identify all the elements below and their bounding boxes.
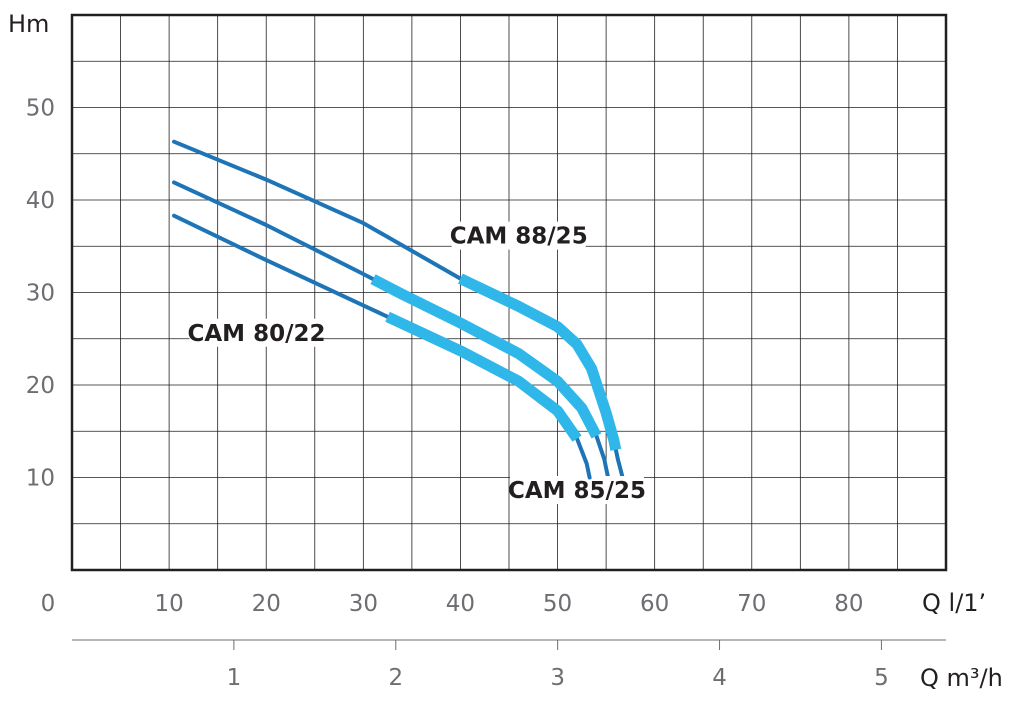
x-tick-label: 70: [737, 591, 766, 617]
y-tick-label: 20: [26, 373, 55, 399]
x-tick-label: 30: [349, 591, 378, 617]
y-tick-label: 40: [26, 188, 55, 214]
pump-curves: CAM 88/25 CAM 85/25 CAM 80/22: [172, 139, 646, 504]
x-tick-label: 60: [640, 591, 669, 617]
x-tick-label: 0: [41, 591, 56, 617]
curve-label-background: [509, 476, 644, 504]
x2-tick-label: 5: [874, 665, 889, 691]
x2-tick-label: 4: [712, 665, 727, 691]
x2-axis-unit: Q m³/h: [920, 664, 1003, 692]
x-axis-unit: Q l/1’: [922, 589, 986, 617]
x-tick-label: 10: [154, 591, 183, 617]
x2-tick-label: 1: [227, 665, 242, 691]
curve-label-background: [451, 221, 586, 250]
y-tick-label: 50: [26, 96, 55, 122]
grid: [72, 15, 946, 570]
x-tick-label: 80: [834, 591, 863, 617]
curve-label: CAM 80/22: [188, 321, 326, 347]
plot-border: [70, 13, 948, 572]
curve-label: CAM 88/25: [450, 224, 588, 250]
x2-tick-label: 3: [550, 665, 565, 691]
y-axis-unit: Hm: [8, 10, 49, 38]
operating-range-segment: [385, 311, 582, 442]
operating-range-segment: [370, 274, 602, 439]
x-tick-label: 20: [252, 591, 281, 617]
curve-label: CAM 85/25: [508, 478, 646, 504]
x-tick-label: 50: [543, 591, 572, 617]
axis-labels: 10 20 30 40 50 0 10 20 30 40 50 60 70 80 1 2 3 4 5: [26, 96, 889, 692]
operating-range-segment: [458, 273, 622, 451]
curve-label-background: [189, 318, 324, 347]
x-tick-label: 40: [446, 591, 475, 617]
x2-tick-label: 2: [388, 665, 403, 691]
y-tick-label: 10: [26, 466, 55, 492]
y-tick-label: 30: [26, 281, 55, 307]
pump-curve: [172, 139, 625, 480]
plot-frame: [70, 13, 948, 650]
